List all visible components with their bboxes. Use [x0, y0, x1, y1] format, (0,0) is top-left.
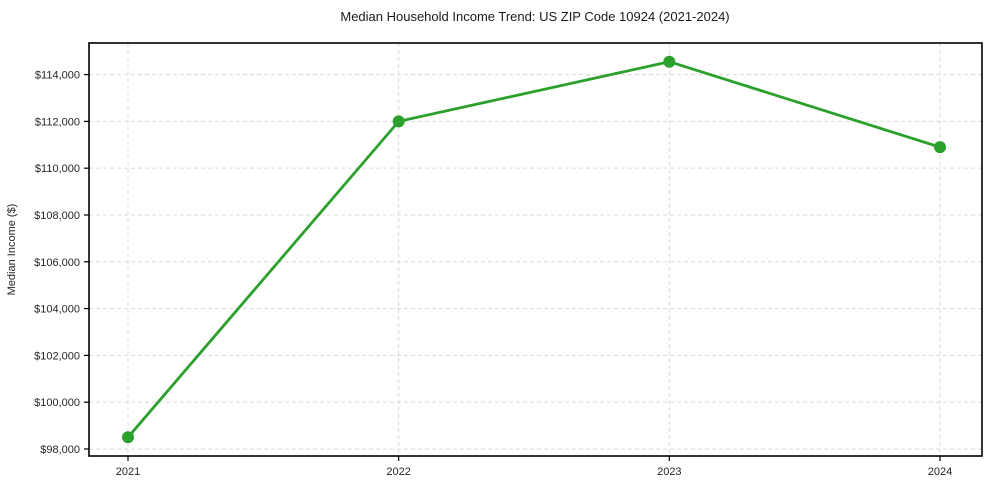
data-point	[122, 431, 134, 444]
trend-line	[126, 60, 942, 439]
plot-border	[88, 42, 983, 457]
y-tick-label: $112,000	[35, 116, 80, 128]
y-tick-label: $114,000	[35, 70, 80, 82]
y-tick-label: $98,000	[40, 444, 80, 456]
data-point	[392, 115, 405, 128]
y-tick-label: $100,000	[34, 397, 80, 409]
y-tick-label: $104,000	[34, 304, 80, 316]
grid-layer	[89, 43, 982, 456]
y-tick-label: $110,000	[35, 163, 80, 175]
x-tick-label: 2024	[928, 466, 952, 478]
data-point	[663, 55, 676, 68]
chart-title: Median Household Income Trend: US ZIP Co…	[340, 9, 729, 24]
axis-layer: $98,000 $100,000 $102,000 $104,000 $106,000 $…	[34, 42, 983, 478]
x-tick-label: 2022	[386, 466, 410, 478]
data-point	[934, 141, 946, 154]
y-axis-label: Median Income ($)	[6, 204, 18, 296]
y-tick-label: $102,000	[34, 350, 80, 362]
x-tick-label: 2021	[116, 466, 140, 478]
y-tick-label: $108,000	[34, 210, 80, 222]
y-tick-label: $106,000	[34, 257, 80, 269]
series-layer	[122, 55, 946, 444]
x-tick-label: 2023	[657, 466, 681, 478]
